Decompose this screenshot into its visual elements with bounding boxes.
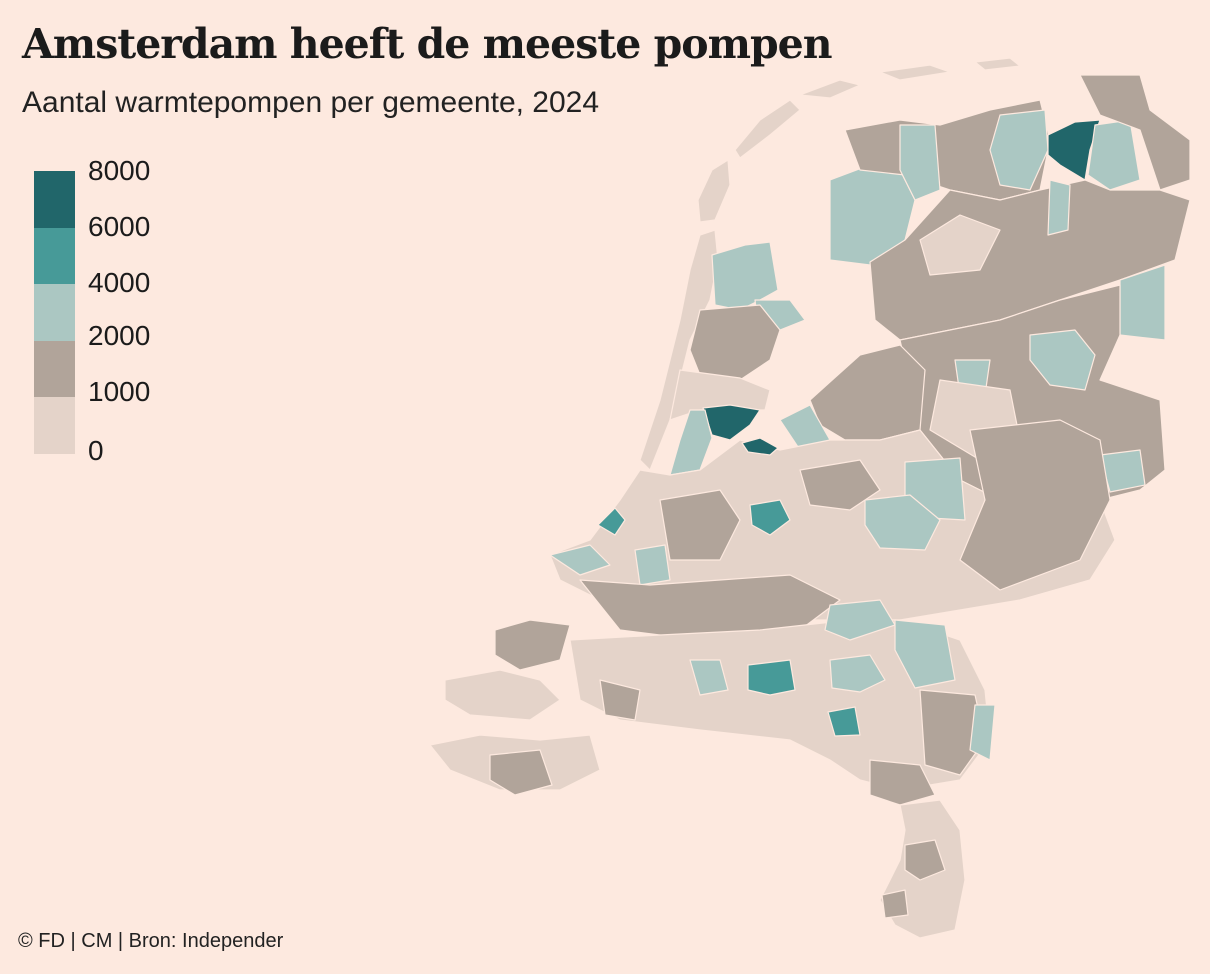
municipality (494, 619, 571, 671)
municipality (799, 459, 881, 511)
municipality (969, 704, 996, 761)
chart-subtitle: Aantal warmtepompen per gemeente, 2024 (22, 86, 600, 119)
legend-label: 6000 (88, 211, 151, 242)
municipality (659, 489, 741, 561)
municipality (904, 839, 946, 881)
municipality (741, 437, 779, 456)
municipality (1047, 179, 1071, 236)
legend-swatch-1000-2000 (34, 340, 75, 397)
municipality (579, 574, 841, 641)
legend-label: 8000 (88, 155, 151, 186)
source-credit: © FD | CM | Bron: Independer (18, 930, 284, 952)
municipality (894, 619, 956, 689)
municipality (734, 99, 801, 159)
municipality (634, 544, 671, 586)
legend-swatch-4000-6000 (34, 227, 75, 284)
legend-swatch-2000-4000 (34, 284, 75, 341)
municipality (689, 304, 781, 381)
municipality (827, 706, 861, 737)
municipality (1087, 119, 1141, 191)
municipality (864, 494, 941, 551)
municipality (599, 679, 641, 721)
municipality (549, 429, 1116, 621)
municipality (799, 79, 861, 99)
legend-swatch-6000-8000 (34, 171, 75, 228)
municipality (919, 689, 986, 776)
municipality (829, 654, 886, 693)
municipality (869, 759, 936, 806)
municipality (711, 241, 779, 311)
legend-label: 1000 (88, 376, 151, 407)
municipality (1029, 329, 1096, 391)
municipality (749, 499, 791, 536)
municipality (809, 344, 926, 441)
municipality (974, 57, 1021, 71)
municipality (697, 159, 731, 223)
municipality (444, 669, 561, 721)
municipality (569, 619, 991, 791)
municipality (689, 659, 729, 696)
municipality (597, 507, 626, 536)
municipality (899, 124, 941, 201)
municipality (879, 64, 951, 81)
municipality (1079, 74, 1191, 191)
municipality-groningen (1047, 119, 1101, 181)
municipality (959, 419, 1111, 591)
municipality (919, 214, 1001, 276)
municipality (989, 109, 1049, 191)
legend-label: 2000 (88, 320, 151, 351)
legend-label: 4000 (88, 267, 151, 298)
municipality-amsterdam (702, 404, 761, 441)
municipality (489, 749, 553, 796)
municipality (881, 889, 909, 919)
municipality (549, 544, 611, 576)
legend-label: 0 (88, 435, 104, 466)
municipality (747, 659, 796, 696)
legend-swatch-0-1000 (34, 397, 75, 454)
municipality (824, 599, 896, 641)
color-legend: 8000 6000 4000 2000 1000 0 (34, 155, 150, 466)
chart-title: Amsterdam heeft de meeste pompen (22, 20, 833, 68)
